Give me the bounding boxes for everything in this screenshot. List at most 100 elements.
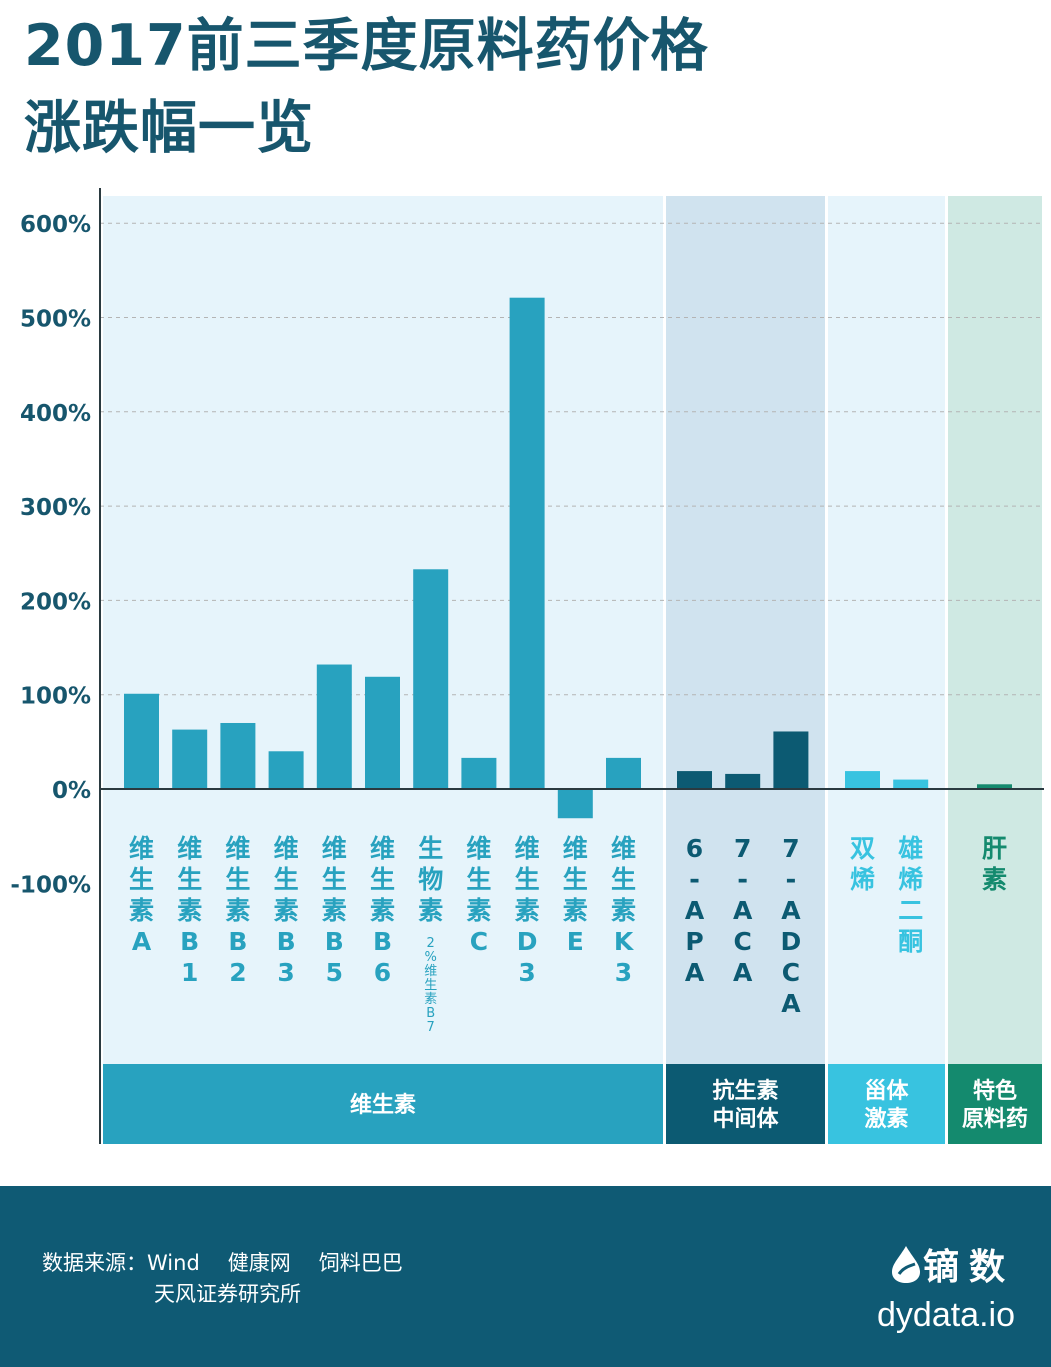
- category-label: 肝素: [982, 834, 1007, 894]
- group-label-line: 激素: [864, 1106, 908, 1132]
- category-label-char: 素: [177, 896, 202, 925]
- brand: 镝数 dydata.io: [877, 1238, 1015, 1335]
- group-panel-bg: [828, 196, 945, 1064]
- category-sublabel-char: %: [425, 950, 437, 965]
- category-sublabel-char: B: [426, 1006, 435, 1021]
- category-label-char: A: [781, 896, 801, 925]
- group-band: [828, 1064, 945, 1144]
- category-label-char: 维: [611, 834, 636, 863]
- category-label-char: -: [786, 865, 797, 895]
- category-label-char: 生: [177, 865, 202, 894]
- category-sublabel-char: 维: [424, 964, 437, 979]
- category-label-char: 生: [370, 865, 395, 894]
- source-item: 饲料巴巴: [318, 1251, 403, 1275]
- category-label-char: 生: [563, 865, 588, 894]
- source-item: 天风证券研究所: [154, 1282, 301, 1306]
- bar: [461, 757, 497, 789]
- category-label-char: D: [781, 927, 802, 956]
- category-label-char: 7: [734, 834, 751, 863]
- group-band: [948, 1064, 1042, 1144]
- category-label: 6-APA: [685, 834, 705, 987]
- category-label-char: 5: [326, 958, 343, 987]
- category-label-char: C: [734, 927, 752, 956]
- category-label-char: 素: [611, 896, 636, 925]
- category-label-char: 生: [466, 865, 491, 894]
- y-tick-label: 100%: [20, 684, 91, 710]
- category-label-char: 雄: [897, 834, 923, 863]
- category-label-char: 7: [782, 834, 799, 863]
- bar: [509, 297, 545, 789]
- category-label-char: 素: [225, 896, 250, 925]
- category-label-char: 素: [982, 865, 1007, 894]
- page-subtitle: 涨跌幅一览: [24, 95, 314, 161]
- category-label-char: 维: [515, 834, 540, 863]
- group-label-line: 维生素: [350, 1092, 416, 1118]
- group-panel-bg: [103, 196, 663, 1064]
- category-label-char: 维: [129, 834, 154, 863]
- category-label-char: 1: [181, 958, 198, 987]
- source-label: 数据来源：: [42, 1251, 147, 1275]
- leaf-logo-icon: [891, 1246, 920, 1283]
- category-sublabel-char: 生: [424, 978, 437, 993]
- category-label: 7-ACA: [733, 834, 753, 987]
- category-label-char: 2: [229, 958, 246, 987]
- category-sublabel-char: 素: [424, 992, 437, 1007]
- category-label-char: 维: [466, 834, 491, 863]
- category-label-char: 生: [225, 865, 250, 894]
- group-label-line: 特色: [973, 1078, 1017, 1104]
- category-label-char: 生: [129, 865, 154, 894]
- category-label-char: 生: [274, 865, 299, 894]
- category-label-char: B: [325, 927, 344, 956]
- group-band: [103, 1064, 663, 1144]
- category-sublabel-char: 7: [427, 1020, 435, 1035]
- category-label-char: P: [685, 927, 703, 956]
- category-label-char: B: [277, 927, 296, 956]
- category-label-char: 素: [515, 896, 540, 925]
- category-label-char: 生: [515, 865, 540, 894]
- bar: [725, 773, 761, 789]
- group-label-line: 甾体: [864, 1078, 909, 1104]
- y-tick-label: 600%: [20, 212, 91, 238]
- category-label-char: 3: [277, 958, 294, 987]
- y-tick-label: 300%: [20, 495, 91, 521]
- bar: [773, 731, 809, 789]
- bar: [413, 569, 449, 789]
- bar-chart: 600%500%400%300%200%100%0%-100%维生素A维生素B1…: [10, 188, 1044, 1144]
- category-label-char: 维: [322, 834, 347, 863]
- category-label-char: 维: [177, 834, 202, 863]
- bar: [268, 751, 304, 789]
- group-label-line: 中间体: [712, 1107, 779, 1132]
- bar: [845, 771, 880, 789]
- bar: [557, 789, 593, 819]
- category-label-char: A: [733, 958, 753, 987]
- bar: [606, 757, 641, 789]
- category-label-char: 肝: [982, 834, 1007, 863]
- category-label-char: 3: [615, 958, 632, 987]
- category-label-char: D: [517, 927, 538, 956]
- category-label-char: 6: [686, 834, 703, 863]
- category-label: 双烯: [850, 834, 875, 894]
- bar: [220, 722, 256, 789]
- category-label-char: C: [782, 958, 800, 987]
- category-label-char: C: [470, 927, 488, 956]
- category-label-char: E: [567, 927, 584, 956]
- group-panel-bg: [666, 196, 825, 1064]
- category-label-char: 生: [322, 865, 347, 894]
- category-label-char: A: [781, 989, 801, 1018]
- y-tick-label: 500%: [20, 307, 91, 333]
- category-label-char: 6: [374, 958, 391, 987]
- category-label-char: B: [180, 927, 199, 956]
- y-tick-label: 400%: [20, 401, 91, 427]
- data-source: 数据来源：Wind 健康网 饲料巴巴 天风证券研究所: [42, 1248, 431, 1310]
